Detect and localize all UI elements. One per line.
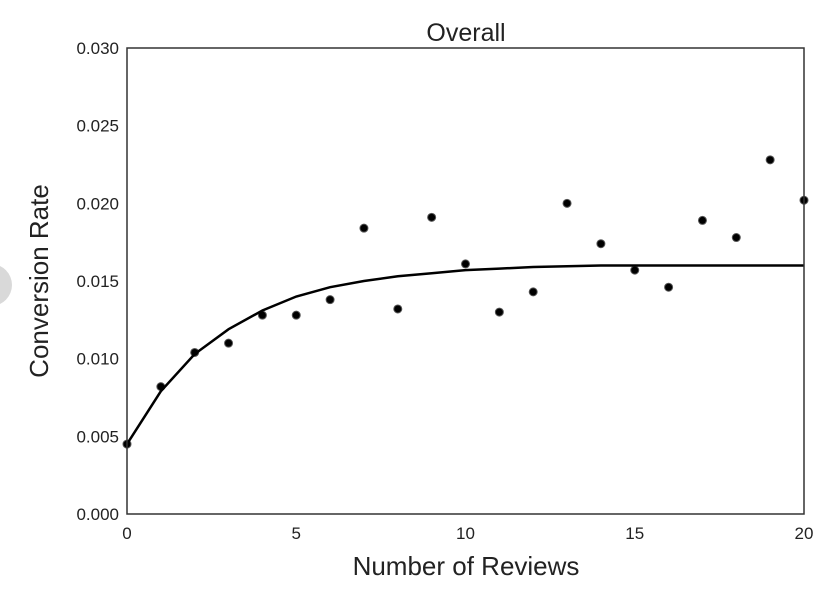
data-point xyxy=(697,215,707,225)
data-point xyxy=(393,304,403,314)
data-point xyxy=(325,295,335,305)
data-point xyxy=(562,198,572,208)
data-point xyxy=(664,282,674,292)
plot-frame xyxy=(126,47,805,515)
data-point xyxy=(359,223,369,233)
side-handle xyxy=(0,264,12,306)
y-tick-label: 0.015 xyxy=(76,272,119,291)
x-tick-label: 15 xyxy=(625,524,644,543)
x-tick-label: 20 xyxy=(795,524,814,543)
x-tick-label: 0 xyxy=(122,524,131,543)
y-tick-label: 0.020 xyxy=(76,194,119,213)
y-ticks: 0.000 0.005 0.010 0.015 0.020 0.025 0.030 xyxy=(76,39,119,524)
data-point xyxy=(291,310,301,320)
data-point xyxy=(461,259,470,269)
chart-title: Overall xyxy=(426,19,505,47)
x-tick-label: 10 xyxy=(456,524,475,543)
data-point xyxy=(427,212,437,222)
y-tick-label: 0.030 xyxy=(76,39,119,58)
y-tick-label: 0.000 xyxy=(76,505,119,524)
x-axis-label: Number of Reviews xyxy=(353,551,580,581)
scatter-points-layer xyxy=(122,155,809,449)
x-tick-label: 5 xyxy=(292,524,301,543)
data-point xyxy=(630,265,640,275)
data-point xyxy=(731,233,741,243)
fitted-curve-line xyxy=(125,264,804,445)
data-point xyxy=(596,239,606,249)
y-tick-label: 0.025 xyxy=(76,117,119,136)
y-tick-label: 0.005 xyxy=(76,427,119,446)
data-point xyxy=(224,338,234,348)
data-point xyxy=(494,307,504,317)
data-point xyxy=(528,287,538,297)
y-axis-label: Conversion Rate xyxy=(24,184,54,378)
x-ticks: 0 5 10 15 20 xyxy=(122,524,813,543)
y-tick-label: 0.010 xyxy=(76,350,119,369)
data-point xyxy=(765,155,775,165)
